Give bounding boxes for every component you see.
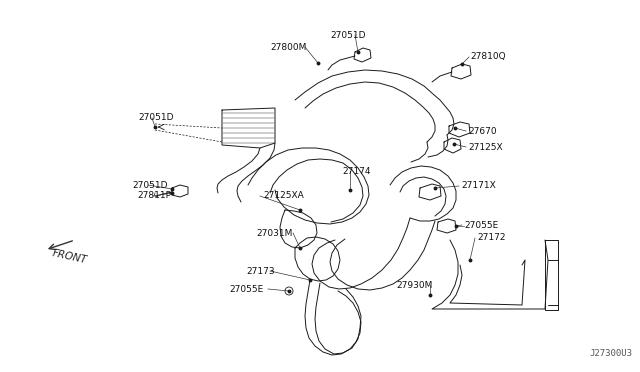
Text: 27174: 27174 (342, 167, 371, 176)
Text: 27171X: 27171X (461, 182, 496, 190)
Text: 27031M: 27031M (256, 228, 292, 237)
Text: 27055E: 27055E (229, 285, 263, 294)
Text: 27051D: 27051D (138, 113, 173, 122)
Text: 27173: 27173 (246, 266, 275, 276)
Text: 27810Q: 27810Q (470, 52, 506, 61)
Text: J27300U3: J27300U3 (589, 349, 632, 358)
Text: 27125XA: 27125XA (263, 192, 304, 201)
Text: 27811P: 27811P (137, 192, 171, 201)
Text: 27930M: 27930M (396, 280, 433, 289)
Text: 27670: 27670 (468, 126, 497, 135)
Text: 27051D: 27051D (330, 31, 365, 39)
Text: 27051D: 27051D (132, 180, 168, 189)
Text: 27055E: 27055E (464, 221, 499, 230)
Text: FRONT: FRONT (52, 248, 88, 266)
Text: 27172: 27172 (477, 234, 506, 243)
Text: 27125X: 27125X (468, 142, 502, 151)
Text: 27800M: 27800M (270, 42, 307, 51)
